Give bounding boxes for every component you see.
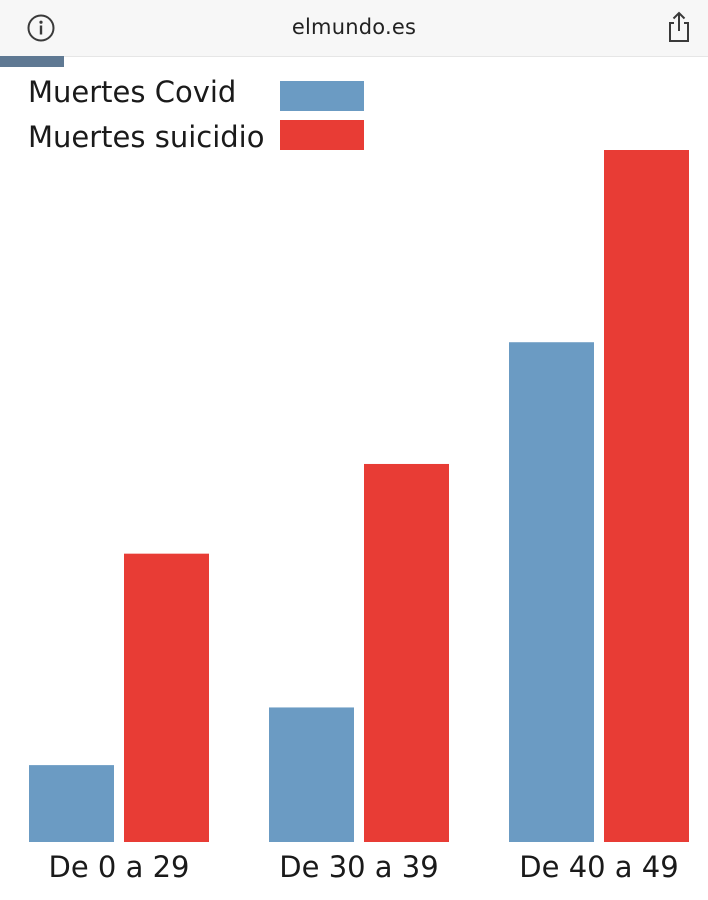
bar-covid-3 bbox=[509, 342, 594, 842]
url-domain[interactable]: elmundo.es bbox=[291, 15, 417, 39]
legend-item-covid: Muertes Covid bbox=[28, 72, 388, 112]
legend-swatch-suicidio bbox=[280, 120, 364, 150]
browser-address-bar: elmundo.es bbox=[0, 0, 708, 57]
bar-suicidio-3 bbox=[604, 150, 689, 842]
share-icon bbox=[669, 11, 689, 42]
legend-label-covid: Muertes Covid bbox=[28, 75, 237, 109]
bar-covid-2 bbox=[269, 707, 354, 842]
bar-suicidio-2 bbox=[364, 463, 449, 842]
x-tick-label-2: De 30 a 39 bbox=[279, 850, 438, 884]
info-button[interactable] bbox=[26, 13, 56, 43]
chart-legend: Muertes Covid Muertes suicidio bbox=[28, 72, 388, 162]
bar-suicidio-1 bbox=[124, 553, 209, 842]
bar-covid-1 bbox=[29, 765, 114, 842]
legend-item-suicidio: Muertes suicidio bbox=[28, 117, 388, 157]
page-load-progress bbox=[0, 56, 64, 67]
share-button[interactable] bbox=[664, 10, 694, 44]
legend-swatch-covid bbox=[280, 81, 364, 111]
x-tick-label-3: De 40 a 49 bbox=[519, 850, 678, 884]
x-tick-label-1: De 0 a 29 bbox=[49, 850, 190, 884]
info-icon bbox=[27, 14, 55, 42]
legend-label-suicidio: Muertes suicidio bbox=[28, 120, 265, 154]
